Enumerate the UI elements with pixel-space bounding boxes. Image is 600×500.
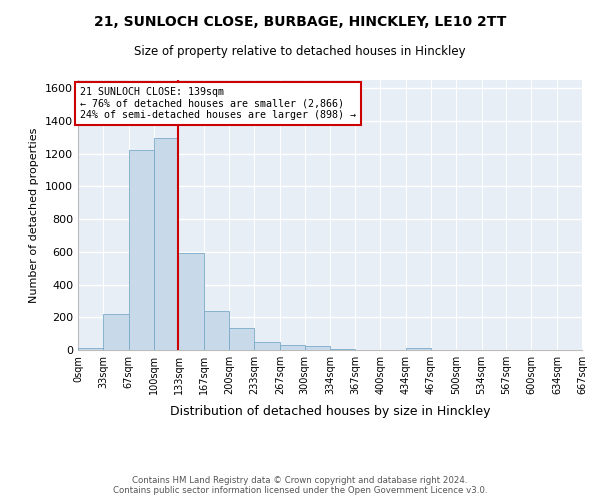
Bar <box>204 310 229 350</box>
Text: 21, SUNLOCH CLOSE, BURBAGE, HINCKLEY, LE10 2TT: 21, SUNLOCH CLOSE, BURBAGE, HINCKLEY, LE… <box>94 15 506 29</box>
Bar <box>305 346 331 350</box>
Text: Size of property relative to detached houses in Hinckley: Size of property relative to detached ho… <box>134 45 466 58</box>
Bar <box>154 138 178 350</box>
Bar <box>331 349 355 350</box>
Bar <box>78 348 103 350</box>
Bar <box>128 150 154 350</box>
Bar <box>406 348 431 350</box>
Bar <box>178 252 204 350</box>
Y-axis label: Number of detached properties: Number of detached properties <box>29 128 40 302</box>
Text: Contains HM Land Registry data © Crown copyright and database right 2024.
Contai: Contains HM Land Registry data © Crown c… <box>113 476 487 495</box>
Text: 21 SUNLOCH CLOSE: 139sqm
← 76% of detached houses are smaller (2,866)
24% of sem: 21 SUNLOCH CLOSE: 139sqm ← 76% of detach… <box>80 86 356 120</box>
Bar <box>103 314 128 350</box>
Bar <box>229 328 254 350</box>
Bar <box>280 345 305 350</box>
X-axis label: Distribution of detached houses by size in Hinckley: Distribution of detached houses by size … <box>170 406 490 418</box>
Bar <box>254 342 280 350</box>
